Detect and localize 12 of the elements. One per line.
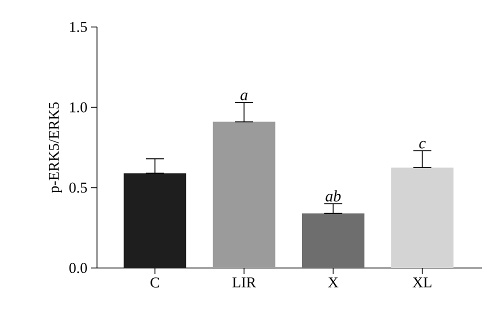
y-axis-title: p-ERK5/ERK5 <box>48 102 62 193</box>
x-tick-label: C <box>150 278 160 288</box>
y-tick-label: 1.5 <box>70 22 87 32</box>
annotation: ab <box>326 190 341 202</box>
y-tick-label: 0.0 <box>69 262 87 274</box>
y-tick-label: 0.5 <box>69 182 87 193</box>
annotation: a <box>240 92 248 100</box>
annotation: c <box>419 140 426 149</box>
x-tick-label: X <box>328 278 338 288</box>
x-tick-label: XL <box>412 278 432 288</box>
x-tick-label: LIR <box>232 278 256 288</box>
y-tick-label: 1.0 <box>70 102 87 112</box>
